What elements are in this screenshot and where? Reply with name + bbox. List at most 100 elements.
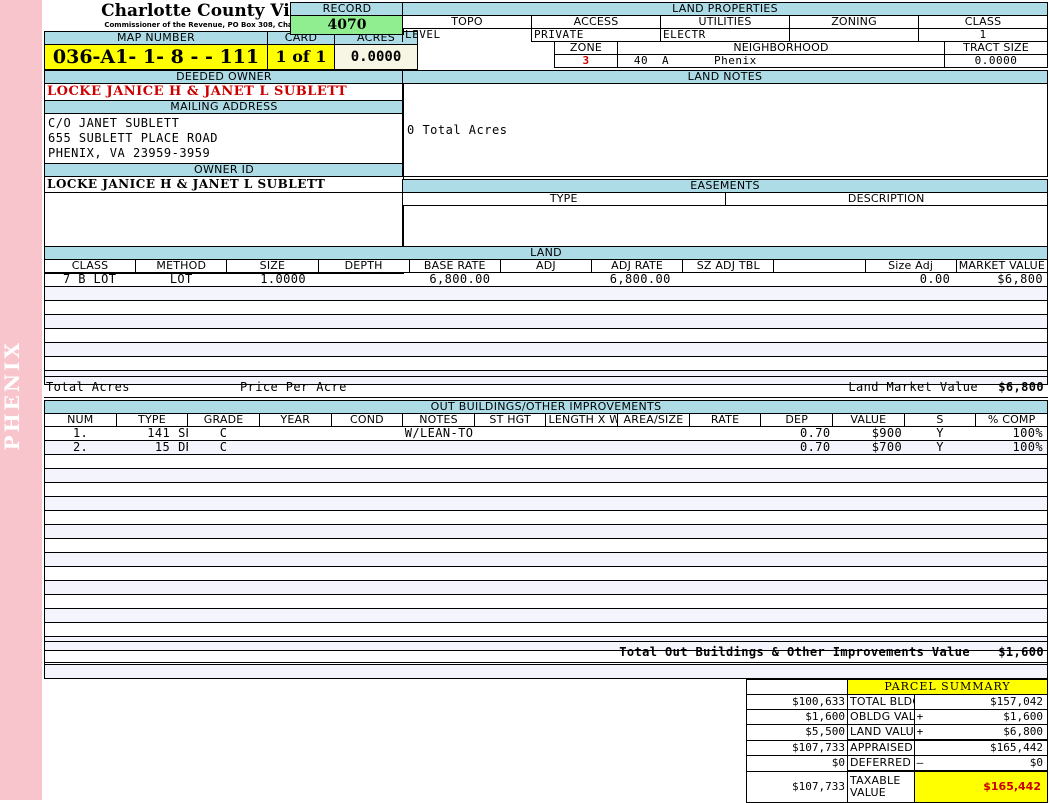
outbuilding-empty-cell — [44, 454, 1048, 469]
outbuilding-empty-row[interactable] — [44, 580, 1048, 595]
owner-id-header: OWNER ID — [44, 163, 404, 177]
summary-operator: + — [913, 709, 981, 725]
outbuilding-empty-row[interactable] — [44, 622, 1048, 637]
outbuilding-empty-row[interactable] — [44, 664, 1048, 679]
easement-description-header: DESCRIPTION — [724, 192, 1048, 206]
acres-value[interactable]: 0.0000 — [334, 44, 418, 70]
ob-rate — [689, 440, 761, 455]
land-size-value: 1.0000 — [226, 272, 319, 287]
ob-length-width — [545, 426, 618, 441]
ob-sthgt-header: ST HGT — [473, 413, 547, 427]
owner-table: DEEDED OWNER LOCKE JANICE H & JANET L SU… — [44, 70, 404, 193]
land-empty-rows — [44, 286, 1048, 385]
land-empty-row[interactable] — [44, 300, 1048, 315]
access-value[interactable]: PRIVATE — [531, 28, 661, 42]
ob-sthgt — [474, 426, 546, 441]
utilities-header: UTILITIES — [660, 15, 790, 29]
utilities-value[interactable]: ELECTR — [660, 28, 790, 42]
topo-value[interactable]: LEVEL — [402, 28, 532, 42]
land-notes-value[interactable]: 0 Total Acres — [402, 83, 1048, 177]
outbuilding-empty-row[interactable] — [44, 608, 1048, 623]
ob-dep-header: DEP — [760, 413, 834, 427]
outbuildings-total-label: Total Out Buildings & Other Improvements… — [538, 641, 972, 663]
ob-value: $700 — [832, 440, 905, 455]
ob-notes: W/LEAN-TO — [402, 426, 475, 441]
ob-length-width-header: LENGTH X WIDTH — [545, 413, 619, 427]
ob-notes-header: NOTES — [402, 413, 475, 427]
outbuilding-empty-row[interactable] — [44, 468, 1048, 483]
spine-locality-label: PHENIX — [0, 340, 24, 451]
deeded-owner-value[interactable]: LOCKE JANICE H & JANET L SUBLETT — [44, 83, 404, 101]
ob-cond — [331, 426, 403, 441]
class-value[interactable]: 1 — [918, 28, 1048, 42]
land-empty-row[interactable] — [44, 328, 1048, 343]
outbuilding-empty-cell — [44, 510, 1048, 525]
record-value[interactable]: 4070 — [290, 15, 404, 35]
land-market-value-value: $6,800 — [956, 272, 1049, 287]
summary-prior-value: $1,600 — [746, 709, 848, 725]
land-size-adj-value: 0.00 — [865, 272, 957, 287]
topo-header: TOPO — [402, 15, 532, 29]
outbuilding-empty-row[interactable] — [44, 496, 1048, 511]
outbuilding-empty-row[interactable] — [44, 482, 1048, 497]
summary-label: OBLDG VALUE — [847, 709, 915, 725]
parcel-identity-block: Charlotte County Virginia Commissioner o… — [44, 2, 418, 274]
zoning-header: ZONING — [789, 15, 919, 29]
owner-id-value[interactable]: LOCKE JANICE H & JANET L SUBLETT — [44, 176, 404, 193]
land-class-value: 7 B LOT — [43, 272, 136, 287]
ob-s-header: S — [903, 413, 977, 427]
ob-notes — [402, 440, 475, 455]
land-spare-header — [773, 259, 866, 273]
outbuilding-empty-cell — [44, 566, 1048, 581]
outbuilding-empty-row[interactable] — [44, 552, 1048, 567]
outbuilding-empty-cell — [44, 482, 1048, 497]
parcel-summary-row: $5,500 LAND VALUE + $6,800 — [746, 724, 1048, 741]
outbuilding-empty-row[interactable] — [44, 538, 1048, 553]
land-adj-header: ADJ — [499, 259, 593, 273]
neighborhood-value[interactable]: 40 A Phenix — [617, 54, 945, 68]
outbuilding-empty-cell — [44, 538, 1048, 553]
map-number-value[interactable]: 036-A1- 1- 8 - - 111 — [44, 44, 268, 70]
land-empty-row[interactable] — [44, 286, 1048, 301]
mailing-address-value[interactable]: C/O JANET SUBLETT 655 SUBLETT PLACE ROAD… — [44, 113, 404, 164]
record-box: RECORD 4070 — [290, 2, 404, 35]
land-notes-text: 0 Total Acres — [407, 122, 508, 137]
access-header: ACCESS — [531, 15, 661, 29]
land-empty-row[interactable] — [44, 314, 1048, 329]
tract-size-value[interactable]: 0.0000 — [944, 54, 1048, 68]
ob-type: 141SHED — [116, 426, 188, 441]
zoning-value[interactable] — [789, 28, 919, 42]
address-line-3: PHENIX, VA 23959-3959 — [48, 146, 211, 160]
land-properties-table: LAND PROPERTIES TOPO ACCESS UTILITIES ZO… — [402, 2, 1048, 42]
outbuildings-table: OUT BUILDINGS/OTHER IMPROVEMENTS NUM TYP… — [44, 400, 1048, 679]
outbuilding-empty-row[interactable] — [44, 454, 1048, 469]
taxable-value-amount: $165,442 — [913, 770, 1049, 803]
zone-value[interactable]: 3 — [554, 54, 618, 68]
outbuildings-total-value: $1,600 — [972, 641, 1048, 663]
land-row[interactable]: 7 B LOT LOT 1.0000 6,800.00 6,800.00 0.0… — [43, 272, 1049, 287]
outbuilding-empty-row[interactable] — [44, 524, 1048, 539]
land-empty-cell — [44, 342, 1048, 357]
outbuilding-empty-row[interactable] — [44, 594, 1048, 609]
land-spare-value — [773, 272, 866, 287]
outbuilding-empty-row[interactable] — [44, 510, 1048, 525]
ob-grade-header: GRADE — [187, 413, 260, 427]
land-empty-row[interactable] — [44, 356, 1048, 371]
ob-s: Y — [904, 426, 976, 441]
outbuilding-empty-cell — [44, 580, 1048, 595]
ob-num-header: NUM — [44, 413, 117, 427]
outbuilding-empty-row[interactable] — [44, 566, 1048, 581]
land-base-rate-value: 6,800.00 — [409, 272, 501, 287]
card-value[interactable]: 1 of 1 — [267, 44, 335, 70]
outbuilding-empty-cell — [44, 622, 1048, 637]
summary-prior-value: $100,633 — [746, 694, 848, 710]
land-empty-cell — [44, 328, 1048, 343]
land-header-row: CLASS METHOD SIZE DEPTH BASE RATE ADJ AD… — [43, 259, 1049, 273]
land-empty-row[interactable] — [44, 342, 1048, 357]
outbuilding-empty-cell — [44, 664, 1048, 679]
